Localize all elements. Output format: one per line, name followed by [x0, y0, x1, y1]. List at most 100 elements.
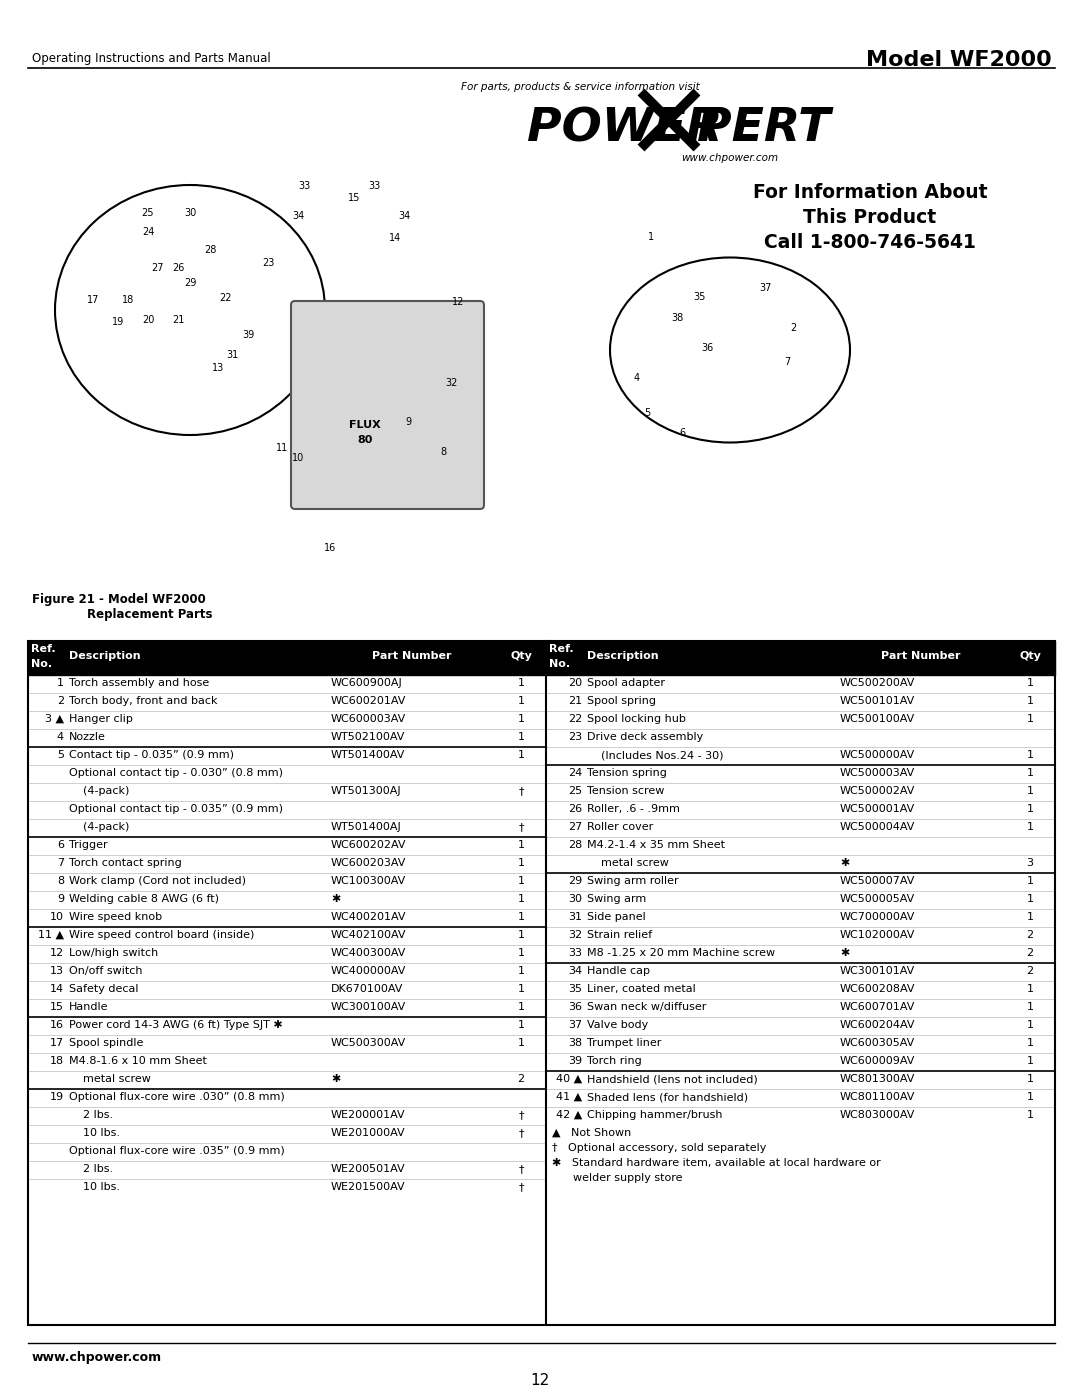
Text: 32: 32 [446, 379, 458, 388]
Text: WC500001AV: WC500001AV [840, 805, 915, 814]
Text: WC100300AV: WC100300AV [330, 876, 406, 886]
Text: 33: 33 [568, 949, 582, 958]
Text: 33: 33 [298, 182, 310, 191]
Text: Roller cover: Roller cover [588, 821, 653, 833]
Text: 16: 16 [50, 1020, 64, 1030]
Text: Power cord 14-3 AWG (6 ft) Type SJT ✱: Power cord 14-3 AWG (6 ft) Type SJT ✱ [69, 1020, 283, 1030]
Text: 4: 4 [57, 732, 64, 742]
Text: †: † [518, 1127, 524, 1139]
Text: †: † [518, 1111, 524, 1120]
Text: WC801300AV: WC801300AV [840, 1074, 916, 1084]
Text: This Product: This Product [804, 208, 936, 226]
Text: WE201000AV: WE201000AV [330, 1127, 406, 1139]
Text: Handle cap: Handle cap [588, 965, 650, 977]
Text: welder supply store: welder supply store [552, 1173, 683, 1183]
Text: 1: 1 [517, 714, 525, 724]
Text: ✱: ✱ [330, 1074, 340, 1084]
Text: 9: 9 [57, 894, 64, 904]
Text: Welding cable 8 AWG (6 ft): Welding cable 8 AWG (6 ft) [69, 894, 219, 904]
Text: †: † [518, 787, 524, 796]
Text: 9: 9 [405, 416, 411, 427]
Text: WC500101AV: WC500101AV [840, 696, 915, 705]
Text: †: † [518, 1182, 524, 1192]
Text: 25: 25 [141, 208, 154, 218]
Text: 1: 1 [1026, 876, 1034, 886]
Text: 5: 5 [57, 750, 64, 760]
Text: WC700000AV: WC700000AV [840, 912, 916, 922]
Text: WC600202AV: WC600202AV [330, 840, 406, 849]
Text: WC102000AV: WC102000AV [840, 930, 916, 940]
Text: 24: 24 [568, 768, 582, 778]
Text: 1: 1 [517, 696, 525, 705]
Text: Call 1-800-746-5641: Call 1-800-746-5641 [764, 233, 976, 251]
Text: WC600201AV: WC600201AV [330, 696, 406, 705]
Text: 1: 1 [517, 858, 525, 868]
Text: Valve body: Valve body [588, 1020, 648, 1030]
Text: WE200501AV: WE200501AV [330, 1164, 406, 1173]
Text: 1: 1 [517, 1038, 525, 1048]
Text: PERT: PERT [697, 106, 831, 151]
Text: POWER: POWER [527, 106, 723, 151]
Text: 1: 1 [1026, 696, 1034, 705]
Text: Handshield (lens not included): Handshield (lens not included) [588, 1074, 758, 1084]
Text: WT501300AJ: WT501300AJ [330, 787, 402, 796]
Text: 1: 1 [648, 232, 654, 242]
Text: †: † [518, 1164, 524, 1173]
Text: WC600003AV: WC600003AV [330, 714, 406, 724]
Text: WC803000AV: WC803000AV [840, 1111, 916, 1120]
Text: 7: 7 [57, 858, 64, 868]
Text: 11 ▲: 11 ▲ [38, 930, 64, 940]
Text: DK670100AV: DK670100AV [330, 983, 403, 995]
Text: Qty: Qty [1020, 651, 1041, 661]
Text: 19: 19 [50, 1092, 64, 1102]
Text: 1: 1 [1026, 821, 1034, 833]
Text: M8 -1.25 x 20 mm Machine screw: M8 -1.25 x 20 mm Machine screw [588, 949, 775, 958]
Text: 34: 34 [292, 211, 305, 221]
Text: Contact tip - 0.035” (0.9 mm): Contact tip - 0.035” (0.9 mm) [69, 750, 234, 760]
Text: 1: 1 [517, 983, 525, 995]
Text: 7: 7 [784, 358, 791, 367]
Text: M4.2-1.4 x 35 mm Sheet: M4.2-1.4 x 35 mm Sheet [588, 840, 725, 849]
Bar [28, 641, 1055, 1324]
Text: WC500000AV: WC500000AV [840, 750, 915, 760]
Text: WT501400AJ: WT501400AJ [330, 821, 402, 833]
Text: 19: 19 [112, 317, 124, 327]
Text: 17: 17 [86, 295, 99, 305]
Text: 14: 14 [389, 233, 401, 243]
Text: Optional flux-core wire .035” (0.9 mm): Optional flux-core wire .035” (0.9 mm) [69, 1146, 285, 1155]
Text: Spool adapter: Spool adapter [588, 678, 665, 687]
Text: Nozzle: Nozzle [69, 732, 106, 742]
Text: 1: 1 [517, 678, 525, 687]
Text: WC500300AV: WC500300AV [330, 1038, 406, 1048]
Text: Trigger: Trigger [69, 840, 108, 849]
Text: 1: 1 [1026, 1002, 1034, 1011]
Text: FLUX: FLUX [349, 420, 381, 430]
Text: WC600009AV: WC600009AV [840, 1056, 916, 1066]
Text: 1: 1 [1026, 912, 1034, 922]
FancyBboxPatch shape [291, 300, 484, 509]
Text: 1: 1 [517, 912, 525, 922]
Text: 17: 17 [50, 1038, 64, 1048]
Text: 36: 36 [701, 344, 713, 353]
Text: 1: 1 [517, 1020, 525, 1030]
Text: 2: 2 [517, 1074, 525, 1084]
Text: (Includes Nos.24 - 30): (Includes Nos.24 - 30) [588, 750, 724, 760]
Text: Description: Description [69, 651, 140, 661]
Text: Side panel: Side panel [588, 912, 646, 922]
Text: 41 ▲: 41 ▲ [556, 1092, 582, 1102]
Text: 2: 2 [1026, 949, 1034, 958]
Text: (4-pack): (4-pack) [69, 787, 130, 796]
Text: 30: 30 [568, 894, 582, 904]
Text: 31: 31 [226, 351, 238, 360]
Text: 34: 34 [397, 211, 410, 221]
Text: ✱: ✱ [330, 894, 340, 904]
Text: 4: 4 [634, 373, 640, 383]
Text: 1: 1 [517, 949, 525, 958]
Text: 1: 1 [517, 894, 525, 904]
Text: WC402100AV: WC402100AV [330, 930, 406, 940]
Text: 15: 15 [348, 193, 361, 203]
Text: Model WF2000: Model WF2000 [866, 50, 1052, 70]
Text: Qty: Qty [510, 651, 532, 661]
Text: Spool locking hub: Spool locking hub [588, 714, 686, 724]
Text: Torch contact spring: Torch contact spring [69, 858, 181, 868]
